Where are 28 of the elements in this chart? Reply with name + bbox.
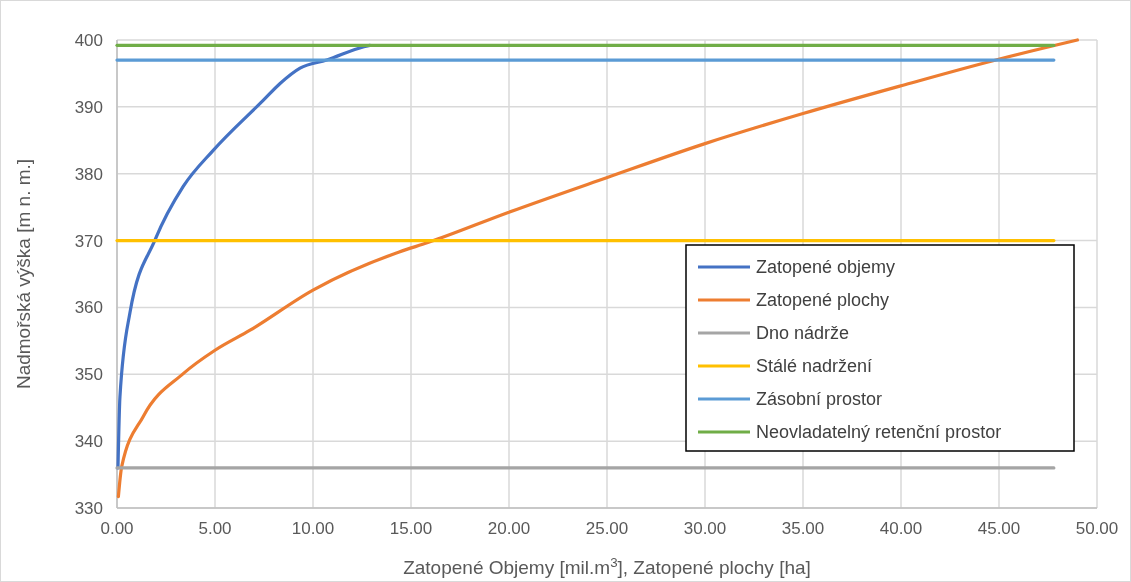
y-tick-label: 390 (74, 97, 103, 117)
y-tick-label: 340 (74, 432, 103, 452)
x-tick-label: 45.00 (977, 519, 1021, 538)
legend-label: Neovladatelný retenční prostor (756, 422, 1002, 443)
x-tick-label: 25.00 (585, 519, 629, 538)
x-tick-label: 5.00 (198, 519, 232, 538)
y-tick-label: 330 (74, 498, 103, 518)
x-tick-label: 40.00 (879, 519, 923, 538)
x-tick-label: 10.00 (291, 519, 335, 538)
y-tick-label: 400 (74, 30, 103, 50)
legend-label: Zatopené plochy (756, 290, 890, 311)
x-tick-label: 50.00 (1075, 519, 1119, 538)
y-tick-label: 360 (74, 298, 103, 318)
y-tick-label: 370 (74, 231, 103, 251)
x-tick-label: 0.00 (100, 519, 134, 538)
line-series (116, 38, 1079, 499)
x-tick-label: 20.00 (487, 519, 531, 538)
x-axis-title: Zatopené Objemy [mil.m$^{3}$], Zatopené plochy [ha] (403, 554, 811, 578)
legend-label: Stálé nadržení (756, 356, 873, 377)
x-tick-label: 30.00 (683, 519, 727, 538)
x-tick-label: 15.00 (389, 519, 433, 538)
legend-label: Zásobní prostor (756, 389, 883, 410)
y-axis-title: Nadmořská výška [m n. m.] (13, 158, 34, 390)
legend-label: Zatopené objemy (756, 257, 896, 278)
legend-label: Dno nádrže (756, 323, 850, 344)
x-tick-label: 35.00 (781, 519, 825, 538)
y-tick-label: 350 (74, 365, 103, 385)
y-tick-label: 380 (74, 164, 103, 184)
